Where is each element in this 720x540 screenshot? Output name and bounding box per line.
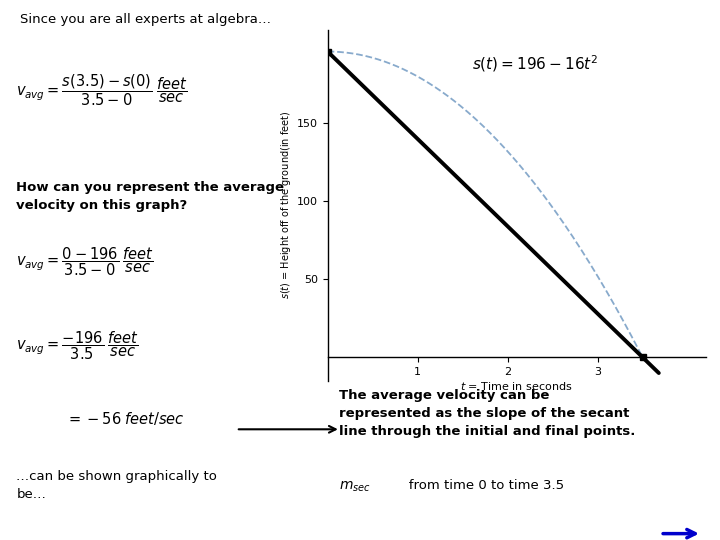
Text: The average velocity can be
represented as the slope of the secant
line through : The average velocity can be represented … [339, 389, 635, 437]
Text: …can be shown graphically to
be…: …can be shown graphically to be… [17, 470, 217, 501]
Text: $m_{sec}$: $m_{sec}$ [339, 480, 371, 494]
Text: $v_{avg} = \dfrac{s(3.5)-s(0)}{3.5-0} \; \dfrac{feet}{sec}$: $v_{avg} = \dfrac{s(3.5)-s(0)}{3.5-0} \;… [17, 73, 188, 109]
Text: How can you represent the average
velocity on this graph?: How can you represent the average veloci… [17, 181, 284, 212]
Y-axis label: $s(t)$ = Height off of the ground(in feet): $s(t)$ = Height off of the ground(in fee… [279, 111, 293, 299]
Text: Since you are all experts at algebra…: Since you are all experts at algebra… [19, 14, 271, 26]
Text: $v_{avg} = \dfrac{-196}{3.5} \; \dfrac{feet}{sec}$: $v_{avg} = \dfrac{-196}{3.5} \; \dfrac{f… [17, 329, 140, 362]
X-axis label: $t$ = Time in seconds: $t$ = Time in seconds [460, 380, 573, 392]
Text: $v_{avg} = \dfrac{0-196}{3.5-0} \; \dfrac{feet}{sec}$: $v_{avg} = \dfrac{0-196}{3.5-0} \; \dfra… [17, 246, 155, 278]
Text: $= -56 \; \mathit{feet/sec}$: $= -56 \; \mathit{feet/sec}$ [66, 410, 184, 427]
Text: from time 0 to time 3.5: from time 0 to time 3.5 [396, 480, 564, 492]
Text: $s(t) = 196 - 16t^2$: $s(t) = 196 - 16t^2$ [472, 53, 598, 74]
